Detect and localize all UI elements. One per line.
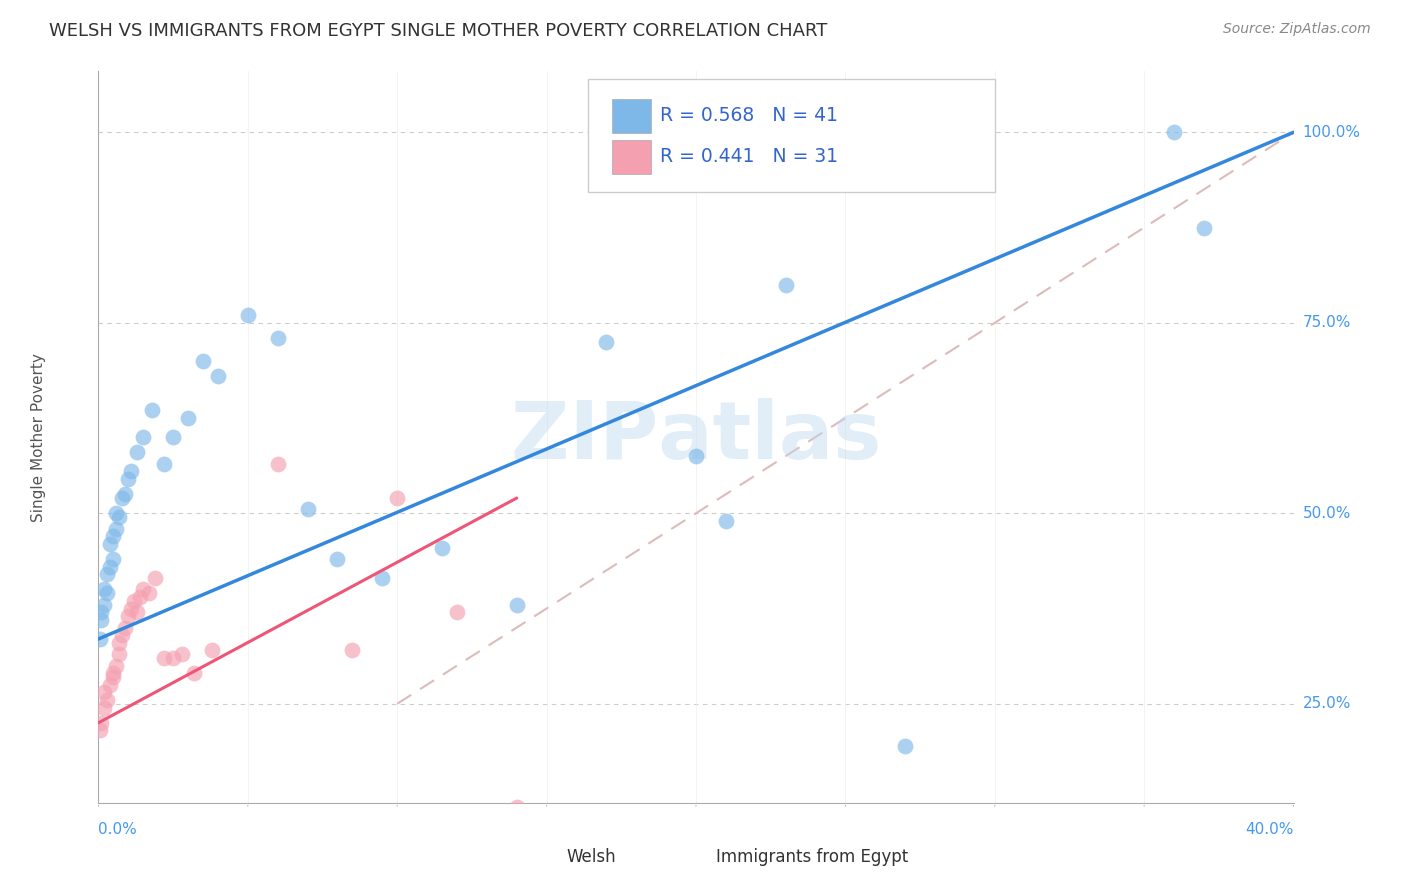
Point: [162, 430, 184, 444]
Point: [117, 609, 139, 624]
Text: Single Mother Poverty: Single Mother Poverty: [31, 352, 46, 522]
Text: 100.0%: 100.0%: [1302, 125, 1361, 140]
Point: [1372, 186, 1395, 201]
Text: Welsh: Welsh: [567, 848, 616, 866]
Point: [103, 670, 125, 684]
Point: [267, 331, 290, 345]
Point: [894, 739, 917, 753]
Point: [132, 430, 155, 444]
Point: [153, 457, 176, 471]
Point: [93, 582, 115, 597]
Text: 0.0%: 0.0%: [98, 822, 138, 837]
Point: [775, 277, 797, 292]
Point: [98, 559, 122, 574]
Text: R = 0.441   N = 31: R = 0.441 N = 31: [661, 147, 838, 167]
Point: [141, 403, 163, 417]
FancyBboxPatch shape: [589, 78, 995, 192]
Point: [183, 666, 205, 681]
Point: [127, 445, 149, 459]
FancyBboxPatch shape: [613, 99, 651, 133]
Point: [90, 613, 112, 627]
Point: [117, 472, 139, 486]
Point: [506, 598, 529, 612]
Point: [177, 411, 200, 425]
Point: [103, 552, 125, 566]
Point: [89, 723, 111, 738]
Point: [172, 647, 194, 661]
Point: [105, 506, 128, 520]
Point: [96, 567, 118, 582]
Point: [96, 586, 118, 600]
Point: [446, 605, 468, 619]
Point: [103, 529, 125, 543]
Point: [132, 582, 155, 597]
Point: [143, 571, 166, 585]
Point: [108, 636, 131, 650]
Text: WELSH VS IMMIGRANTS FROM EGYPT SINGLE MOTHER POVERTY CORRELATION CHART: WELSH VS IMMIGRANTS FROM EGYPT SINGLE MO…: [49, 22, 828, 40]
Text: R = 0.568   N = 41: R = 0.568 N = 41: [661, 106, 838, 126]
Point: [153, 651, 176, 665]
Text: 40.0%: 40.0%: [1246, 822, 1294, 837]
FancyBboxPatch shape: [669, 844, 709, 870]
Point: [111, 628, 134, 642]
Point: [595, 334, 617, 349]
Point: [236, 308, 259, 322]
Point: [430, 541, 453, 555]
Point: [98, 678, 122, 692]
Point: [114, 621, 136, 635]
Point: [138, 586, 160, 600]
Point: [201, 643, 224, 657]
Point: [127, 605, 149, 619]
Text: 50.0%: 50.0%: [1302, 506, 1351, 521]
Point: [93, 685, 115, 699]
Point: [326, 552, 349, 566]
Point: [120, 601, 142, 615]
Text: 75.0%: 75.0%: [1302, 315, 1351, 330]
Text: 25.0%: 25.0%: [1302, 697, 1351, 711]
Point: [111, 491, 134, 505]
Point: [90, 715, 112, 730]
Point: [371, 571, 394, 585]
Point: [105, 521, 128, 535]
Point: [297, 502, 319, 516]
Point: [506, 799, 529, 814]
Point: [342, 643, 364, 657]
Point: [90, 605, 112, 619]
FancyBboxPatch shape: [520, 844, 558, 870]
Point: [162, 651, 184, 665]
Point: [93, 700, 115, 714]
Point: [103, 666, 125, 681]
Point: [207, 369, 229, 384]
Point: [191, 354, 214, 368]
Text: Source: ZipAtlas.com: Source: ZipAtlas.com: [1223, 22, 1371, 37]
Point: [108, 647, 131, 661]
Point: [685, 449, 707, 463]
Point: [385, 491, 409, 505]
Text: Immigrants from Egypt: Immigrants from Egypt: [716, 848, 908, 866]
Point: [129, 590, 152, 604]
Point: [98, 537, 122, 551]
Point: [120, 464, 142, 478]
FancyBboxPatch shape: [613, 140, 651, 174]
Point: [105, 658, 128, 673]
Point: [714, 514, 737, 528]
Point: [89, 632, 111, 646]
Point: [108, 510, 131, 524]
Point: [1192, 220, 1215, 235]
Text: ZIP​atlas: ZIP​atlas: [510, 398, 882, 476]
Point: [114, 487, 136, 501]
Point: [93, 598, 115, 612]
Point: [1163, 125, 1185, 139]
Point: [96, 693, 118, 707]
Point: [124, 594, 146, 608]
Point: [267, 457, 290, 471]
